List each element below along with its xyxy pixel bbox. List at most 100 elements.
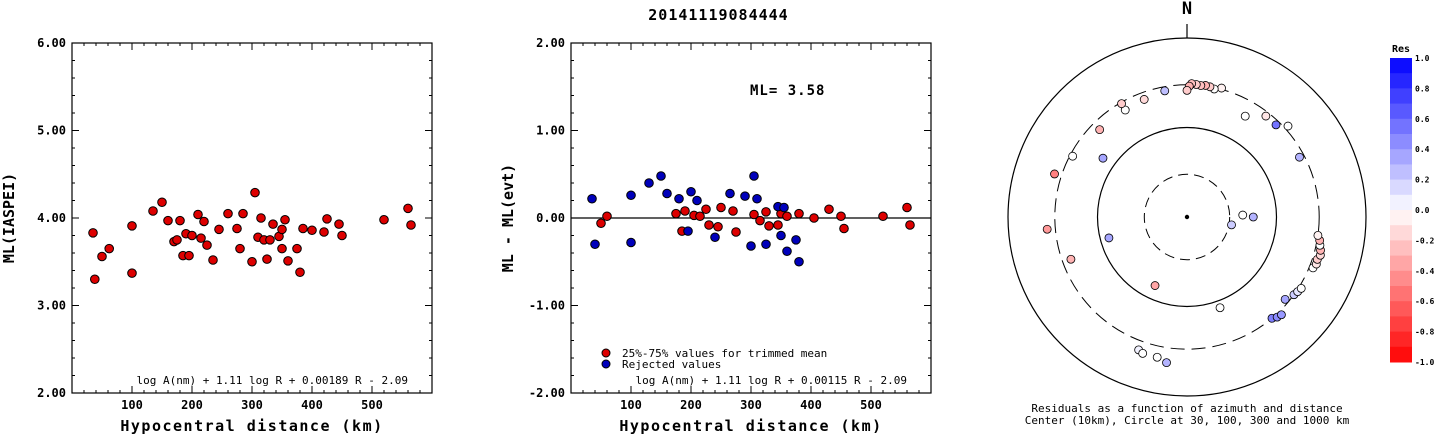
left-data-point [334,219,344,229]
mid-data-point-used [680,206,690,216]
mid-y-tick-label: 1.00 [536,124,565,138]
colorbar-segment [1390,194,1412,211]
mid-data-point-rejected [656,171,666,181]
polar-north-label: N [1182,0,1192,19]
colorbar-segment [1390,149,1412,165]
mid-data-point-used [602,211,612,222]
left-x-tick-label: 300 [241,398,263,412]
polar-data-point [1227,220,1236,230]
mid-y-tick-label: -1.00 [529,299,565,313]
mid-data-point-used [749,209,759,220]
colorbar-tick-label: 1.0 [1415,54,1430,63]
mid-data-point-used [764,221,774,231]
mid-data-point-rejected [752,193,762,204]
colorbar-tick-label: 0.8 [1415,84,1430,93]
left-data-point [283,256,293,266]
left-data-point [319,227,329,237]
mid-x-tick-label: 100 [620,398,642,412]
left-plot-frame [71,42,433,394]
mid-data-point-rejected [683,226,693,236]
colorbar-segment [1390,179,1412,196]
left-data-point [187,230,197,241]
polar-data-point [1162,358,1171,368]
polar-data-point [1261,111,1271,121]
polar-data-point [1150,281,1160,290]
left-data-point [247,256,257,267]
mid-y-tick-label: 2.00 [536,36,565,50]
colorbar-segment [1390,255,1412,272]
polar-data-point [1098,153,1108,163]
mid-data-point-rejected [662,188,672,199]
colorbar-tick-label: 0.2 [1415,176,1430,185]
colorbar-tick-label: 0.0 [1415,206,1430,215]
left-x-tick-label: 500 [361,398,383,412]
mid-data-point-used [761,207,771,217]
polar-data-point [1217,83,1226,93]
colorbar-segment [1390,286,1412,302]
mid-data-point-used [713,221,723,232]
mid-data-point-rejected [782,246,792,257]
colorbar-tick-label: -0.4 [1415,267,1434,276]
mid-data-point-used [671,208,681,219]
mid-data-point-used [902,202,912,213]
left-x-tick-label: 400 [301,398,323,412]
left-y-tick-label: 2.00 [37,386,66,400]
left-data-point [268,219,278,229]
polar-100km-circle [1096,126,1278,308]
left-data-point [238,208,248,219]
mid-y-tick-label: 0.00 [536,211,565,225]
mid-data-point-used [773,220,783,230]
mid-data-point-rejected [674,193,684,204]
mid-data-point-rejected [749,171,759,181]
left-data-point [208,255,218,265]
colorbar-segment [1390,346,1412,363]
mid-y-tick-label: -2.00 [529,386,565,400]
polar-data-point [1160,86,1170,96]
left-data-point [232,223,242,234]
mid-legend-marker [601,359,611,369]
mid-data-point-used [824,204,834,215]
colorbar-segment [1390,118,1412,135]
left-data-point [298,223,308,234]
mid-data-point-used [905,220,915,230]
mid-legend-label: 25%-75% values for trimmed mean [622,347,827,360]
polar-center-dot [1184,214,1190,220]
left-data-point [214,224,224,235]
mid-legend-marker [601,348,611,358]
colorbar-segment [1390,134,1412,150]
mid-data-point-used [809,213,819,223]
left-y-tick-label: 5.00 [37,124,66,138]
mid-legend-label: Rejected values [622,358,721,371]
colorbar-tick-label: -0.8 [1415,328,1434,337]
polar-data-point [1139,95,1149,104]
polar-data-point [1138,348,1148,358]
mid-data-point-rejected [710,232,720,243]
left-data-point [280,214,290,225]
left-data-point [403,203,413,214]
mid-x-tick-label: 300 [740,398,762,412]
mid-data-point-used [695,211,705,222]
left-data-point [277,224,287,235]
left-data-point [175,215,185,226]
mid-data-point-rejected [794,256,804,267]
mid-data-point-used [596,218,606,229]
mid-data-point-rejected [791,235,801,245]
left-data-point [265,235,275,245]
left-data-point [307,225,317,236]
left-data-point [235,243,245,254]
mid-data-point-used [839,223,849,234]
left-data-point [104,243,114,254]
polar-data-point [1277,310,1286,320]
mid-x-tick-label: 400 [800,398,822,412]
mid-data-point-rejected [626,237,636,248]
colorbar-segment [1390,103,1412,120]
polar-data-point [1068,151,1078,161]
left-y-tick-label: 6.00 [37,36,66,50]
colorbar-segment [1390,58,1412,74]
left-data-point [163,215,173,226]
mid-data-point-used [731,227,741,237]
mid-data-point-rejected [776,230,786,241]
colorbar-segment [1390,270,1412,287]
mid-data-point-rejected [686,186,696,197]
